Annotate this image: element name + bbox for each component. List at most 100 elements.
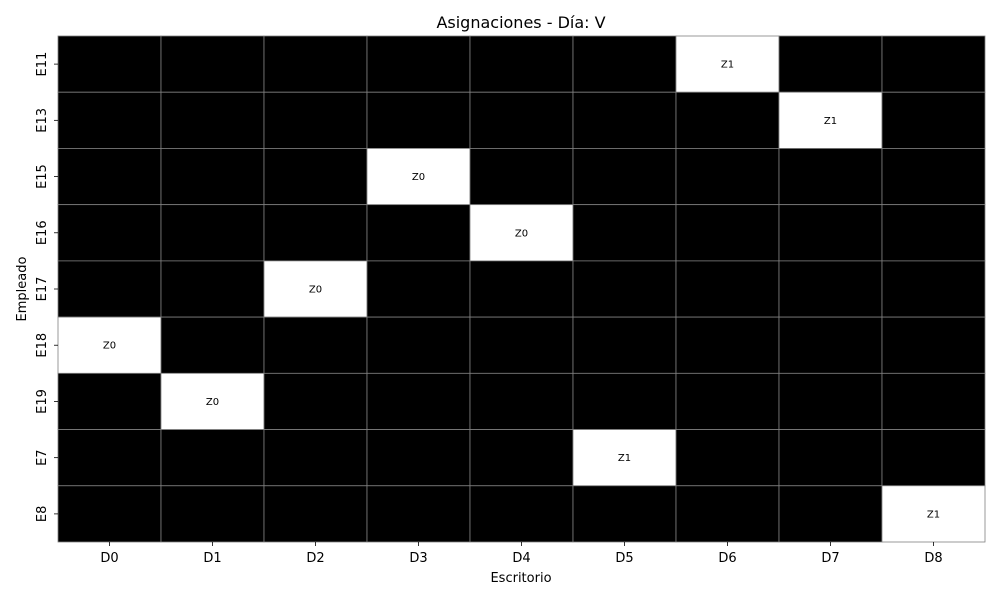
heatmap-cell <box>366 485 471 543</box>
cell-zone-label: Z1 <box>618 453 631 464</box>
cell-zone-label: Z0 <box>206 397 219 408</box>
heatmap-cell <box>469 316 574 374</box>
heatmap-cell-assigned <box>57 316 162 374</box>
heatmap-cell-assigned <box>263 260 368 318</box>
x-tick-label: D3 <box>409 551 427 566</box>
heatmap-cell <box>675 429 780 487</box>
heatmap-cell <box>675 372 780 430</box>
heatmap-cells: Z1 Z1 Z0 Z0 Z0 Z0 Z0 Z1 Z1 <box>57 35 986 543</box>
cell-zone-label: Z0 <box>103 341 116 352</box>
x-tick-label: D7 <box>821 551 839 566</box>
y-tick-label: E7 <box>35 449 50 466</box>
cell-zone-label: Z0 <box>412 172 425 183</box>
y-tick-label: E17 <box>35 277 50 302</box>
heatmap-cell <box>57 429 162 487</box>
heatmap-cell-assigned <box>469 204 574 262</box>
heatmap-cell <box>160 316 265 374</box>
heatmap-cell <box>572 316 677 374</box>
heatmap-cell <box>160 148 265 206</box>
heatmap-cell <box>263 372 368 430</box>
x-axis-ticks: D0 D1 D2 D3 D4 D5 D6 D7 D8 <box>100 542 943 566</box>
y-axis-label: Empleado <box>15 257 30 322</box>
heatmap-cell <box>572 91 677 149</box>
heatmap-cell <box>160 204 265 262</box>
heatmap-cell-assigned <box>572 429 677 487</box>
heatmap-cell <box>57 35 162 93</box>
x-axis-label: Escritorio <box>490 571 551 586</box>
heatmap-cell <box>778 35 883 93</box>
heatmap-cell <box>675 316 780 374</box>
heatmap-cell <box>778 372 883 430</box>
heatmap-cell <box>469 35 574 93</box>
heatmap-cell <box>366 429 471 487</box>
heatmap-cell <box>881 91 986 149</box>
x-tick-label: D0 <box>100 551 118 566</box>
heatmap-cell <box>881 35 986 93</box>
cell-zone-label: Z0 <box>309 285 322 296</box>
heatmap-cell <box>469 260 574 318</box>
cell-zone-label: Z1 <box>721 60 734 71</box>
heatmap-cell <box>160 429 265 487</box>
heatmap-cell <box>263 204 368 262</box>
heatmap-cell <box>366 91 471 149</box>
heatmap-cell <box>469 485 574 543</box>
cell-zone-label: Z1 <box>927 509 940 520</box>
heatmap-cell <box>881 429 986 487</box>
cell-zone-label: Z1 <box>824 116 837 127</box>
heatmap-cell <box>469 91 574 149</box>
heatmap-cell <box>57 204 162 262</box>
heatmap-cell <box>675 485 780 543</box>
heatmap-cell <box>263 148 368 206</box>
heatmap-cell <box>366 372 471 430</box>
cell-zone-label: Z0 <box>515 228 528 239</box>
heatmap-cell <box>572 372 677 430</box>
y-tick-label: E11 <box>35 52 50 77</box>
heatmap-cell <box>572 260 677 318</box>
heatmap-cell <box>881 372 986 430</box>
y-tick-label: E13 <box>35 108 50 133</box>
heatmap-cell <box>57 260 162 318</box>
heatmap-cell <box>366 316 471 374</box>
heatmap-cell <box>366 260 471 318</box>
heatmap-cell <box>160 35 265 93</box>
heatmap-cell <box>572 485 677 543</box>
heatmap-cell <box>778 260 883 318</box>
y-tick-label: E15 <box>35 164 50 189</box>
x-tick-label: D5 <box>615 551 633 566</box>
heatmap-cell <box>469 148 574 206</box>
heatmap-cell <box>881 316 986 374</box>
heatmap-cell <box>263 485 368 543</box>
y-tick-label: E18 <box>35 333 50 358</box>
heatmap-cell <box>675 260 780 318</box>
heatmap-cell <box>160 91 265 149</box>
heatmap-cell <box>57 91 162 149</box>
y-axis-ticks: E11 E13 E15 E16 E17 E18 E19 E7 E8 <box>35 52 58 522</box>
heatmap-cell <box>469 429 574 487</box>
heatmap-cell <box>263 429 368 487</box>
heatmap-cell-assigned <box>366 148 471 206</box>
heatmap-cell <box>881 204 986 262</box>
y-tick-label: E8 <box>35 506 50 523</box>
heatmap-cell <box>778 485 883 543</box>
heatmap-cell <box>675 91 780 149</box>
heatmap-cell <box>263 91 368 149</box>
x-tick-label: D6 <box>718 551 736 566</box>
heatmap-cell <box>778 316 883 374</box>
chart-title: Asignaciones - Día: V <box>436 13 605 32</box>
heatmap-cell <box>160 260 265 318</box>
heatmap-cell <box>675 148 780 206</box>
heatmap-cell <box>881 148 986 206</box>
heatmap-cell-assigned <box>675 35 780 93</box>
heatmap-cell <box>572 148 677 206</box>
heatmap-cell <box>57 148 162 206</box>
x-tick-label: D2 <box>306 551 324 566</box>
heatmap-cell <box>572 35 677 93</box>
heatmap-cell <box>263 35 368 93</box>
heatmap-cell <box>572 204 677 262</box>
heatmap-cell <box>160 485 265 543</box>
x-tick-label: D4 <box>512 551 530 566</box>
y-tick-label: E16 <box>35 220 50 245</box>
heatmap-cell <box>778 204 883 262</box>
x-tick-label: D1 <box>203 551 221 566</box>
